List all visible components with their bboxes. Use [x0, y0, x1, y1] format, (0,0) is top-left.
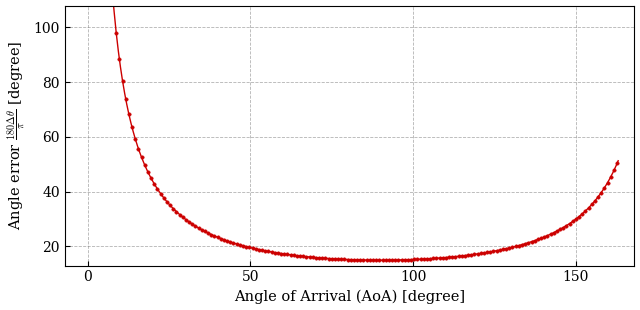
Y-axis label: Angle error $\frac{180\Delta\theta}{\pi}$ [degree]: Angle error $\frac{180\Delta\theta}{\pi}… — [6, 41, 28, 230]
X-axis label: Angle of Arrival (AoA) [degree]: Angle of Arrival (AoA) [degree] — [234, 290, 465, 304]
